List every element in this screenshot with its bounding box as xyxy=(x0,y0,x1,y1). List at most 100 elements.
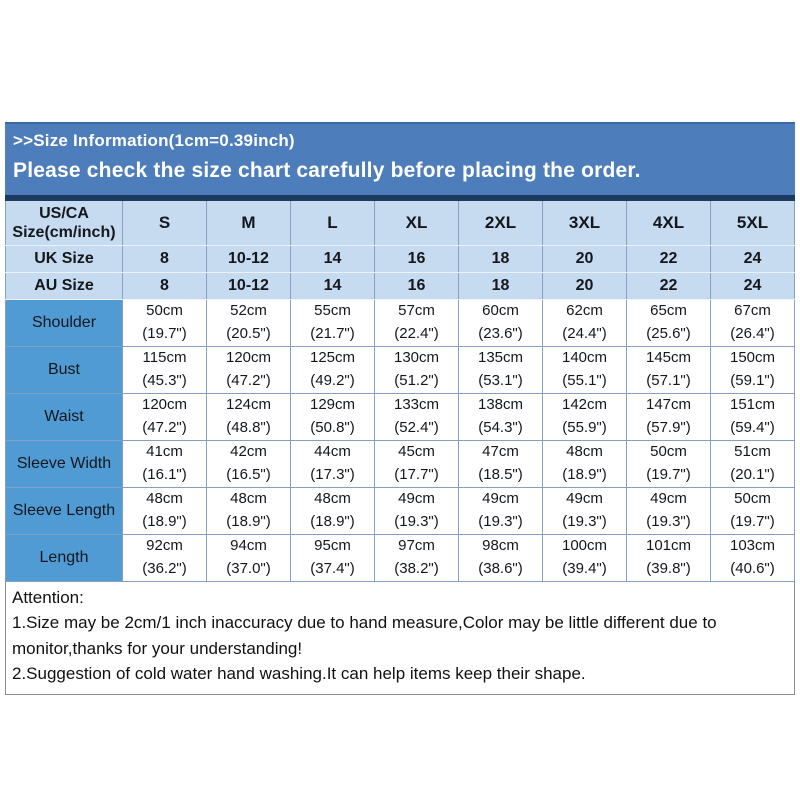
au-size-row-value: 24 xyxy=(710,271,795,300)
uk-size-row-value: 22 xyxy=(626,244,711,273)
measurement-value: 115cm (45.3") xyxy=(122,345,207,394)
measurement-value: 124cm (48.8") xyxy=(206,392,291,441)
measurement-value: 49cm (19.3") xyxy=(458,486,543,535)
attention-box: Attention: 1.Size may be 2cm/1 inch inac… xyxy=(5,581,795,695)
dark-divider-strip xyxy=(5,195,795,201)
measurement-value: 48cm (18.9") xyxy=(542,439,627,488)
au-size-row-value: 14 xyxy=(290,271,375,300)
size-column-header-4xl: 4XL xyxy=(626,201,711,246)
measurement-value: 67cm (26.4") xyxy=(710,298,795,347)
measurement-value: 50cm (19.7") xyxy=(710,486,795,535)
measurement-value: 151cm (59.4") xyxy=(710,392,795,441)
measurement-value: 49cm (19.3") xyxy=(626,486,711,535)
au-size-row-value: 16 xyxy=(374,271,459,300)
size-column-header-l: L xyxy=(290,201,375,246)
measurement-value: 95cm (37.4") xyxy=(290,533,375,582)
measurement-value: 44cm (17.3") xyxy=(290,439,375,488)
au-size-row-label: AU Size xyxy=(5,271,123,300)
measurement-value: 60cm (23.6") xyxy=(458,298,543,347)
measurement-value: 125cm (49.2") xyxy=(290,345,375,394)
au-size-row: AU Size 8 10-12 14 16 18 20 22 24 xyxy=(5,271,795,300)
measurement-value: 55cm (21.7") xyxy=(290,298,375,347)
measurement-label: Sleeve Width xyxy=(5,439,123,488)
measurement-value: 47cm (18.5") xyxy=(458,439,543,488)
measurement-value: 65cm (25.6") xyxy=(626,298,711,347)
measurement-label: Bust xyxy=(5,345,123,394)
au-size-row-value: 10-12 xyxy=(206,271,291,300)
measurement-value: 150cm (59.1") xyxy=(710,345,795,394)
measurement-value: 135cm (53.1") xyxy=(458,345,543,394)
measurement-value: 138cm (54.3") xyxy=(458,392,543,441)
us-ca-size-header: US/CA Size(cm/inch) xyxy=(5,201,123,246)
measurement-value: 103cm (40.6") xyxy=(710,533,795,582)
banner-check-chart-line: Please check the size chart carefully be… xyxy=(13,159,641,182)
size-header-row: US/CA Size(cm/inch) S M L XL 2XL 3XL 4XL 5XL xyxy=(5,201,795,246)
uk-size-row-value: 8 xyxy=(122,244,207,273)
size-column-header-xl: XL xyxy=(374,201,459,246)
measurement-value: 140cm (55.1") xyxy=(542,345,627,394)
measurement-value: 130cm (51.2") xyxy=(374,345,459,394)
measurement-value: 100cm (39.4") xyxy=(542,533,627,582)
measurement-row-sleeve-length: Sleeve Length 48cm (18.9") 48cm (18.9") 48cm(… xyxy=(5,486,795,535)
attention-note-2: 2.Suggestion of cold water hand washing.… xyxy=(12,664,586,683)
measurement-value: 145cm (57.1") xyxy=(626,345,711,394)
measurement-value: 94cm (37.0") xyxy=(206,533,291,582)
measurement-value: 133cm (52.4") xyxy=(374,392,459,441)
measurement-value: 41cm (16.1") xyxy=(122,439,207,488)
measurement-value: 62cm (24.4") xyxy=(542,298,627,347)
au-size-row-value: 18 xyxy=(458,271,543,300)
uk-size-row-label: UK Size xyxy=(5,244,123,273)
measurement-value: 50cm (19.7") xyxy=(122,298,207,347)
measurement-value: 51cm (20.1") xyxy=(710,439,795,488)
uk-size-row-value: 10-12 xyxy=(206,244,291,273)
uk-size-row-value: 16 xyxy=(374,244,459,273)
attention-note-1: 1.Size may be 2cm/1 inch inaccuracy due … xyxy=(12,613,717,658)
measurement-label: Shoulder xyxy=(5,298,123,347)
measurement-value: 142cm (55.9") xyxy=(542,392,627,441)
measurement-value: 52cm (20.5") xyxy=(206,298,291,347)
measurement-row-shoulder: Shoulder 50cm (19.7") 52cm (20.5") 55cm (21.7"… xyxy=(5,298,795,347)
au-size-row-value: 8 xyxy=(122,271,207,300)
uk-size-row-value: 18 xyxy=(458,244,543,273)
measurement-value: 98cm (38.6") xyxy=(458,533,543,582)
banner-size-information-line: >>Size Information(1cm=0.39inch) xyxy=(13,131,295,150)
measurement-value: 49cm (19.3") xyxy=(374,486,459,535)
uk-size-row-value: 14 xyxy=(290,244,375,273)
size-column-header-s: S xyxy=(122,201,207,246)
uk-size-row-value: 20 xyxy=(542,244,627,273)
measurement-row-length: Length 92cm (36.2") 94cm (37.0") 95cm (37.4") 9… xyxy=(5,533,795,582)
size-chart-table: US/CA Size(cm/inch) S M L XL 2XL 3XL 4XL 5XL UK Si… xyxy=(5,201,795,582)
measurement-value: 49cm (19.3") xyxy=(542,486,627,535)
size-column-header-3xl: 3XL xyxy=(542,201,627,246)
measurement-value: 92cm (36.2") xyxy=(122,533,207,582)
measurement-value: 101cm (39.8") xyxy=(626,533,711,582)
measurement-value: 120cm (47.2") xyxy=(122,392,207,441)
size-column-header-m: M xyxy=(206,201,291,246)
measurement-label: Waist xyxy=(5,392,123,441)
measurement-value: 48cm (18.9") xyxy=(290,486,375,535)
measurement-value: 120cm (47.2") xyxy=(206,345,291,394)
measurement-label: Length xyxy=(5,533,123,582)
measurement-value: 48cm (18.9") xyxy=(122,486,207,535)
uk-size-row-value: 24 xyxy=(710,244,795,273)
measurement-label: Sleeve Length xyxy=(5,486,123,535)
au-size-row-value: 22 xyxy=(626,271,711,300)
uk-size-row: UK Size 8 10-12 14 16 18 20 22 24 xyxy=(5,244,795,273)
attention-title: Attention: xyxy=(12,587,84,607)
measurement-value: 147cm (57.9") xyxy=(626,392,711,441)
measurement-value: 50cm (19.7") xyxy=(626,439,711,488)
measurement-value: 97cm (38.2") xyxy=(374,533,459,582)
measurement-value: 42cm (16.5") xyxy=(206,439,291,488)
size-info-banner: >>Size Information(1cm=0.39inch) Please … xyxy=(5,122,795,195)
size-info-content: >>Size Information(1cm=0.39inch) Please … xyxy=(5,122,795,695)
measurement-value: 48cm (18.9") xyxy=(206,486,291,535)
au-size-row-value: 20 xyxy=(542,271,627,300)
measurement-row-bust: Bust 115cm (45.3") 120cm (47.2") 125cm (49.2")… xyxy=(5,345,795,394)
measurement-value: 45cm (17.7") xyxy=(374,439,459,488)
size-column-header-5xl: 5XL xyxy=(710,201,795,246)
measurement-value: 129cm (50.8") xyxy=(290,392,375,441)
measurement-value: 57cm (22.4") xyxy=(374,298,459,347)
measurement-row-waist: Waist 120cm (47.2") 124cm (48.8") 129cm (50.8"… xyxy=(5,392,795,441)
measurement-row-sleeve-width: Sleeve Width 41cm (16.1") 42cm (16.5") 44cm (1… xyxy=(5,439,795,488)
